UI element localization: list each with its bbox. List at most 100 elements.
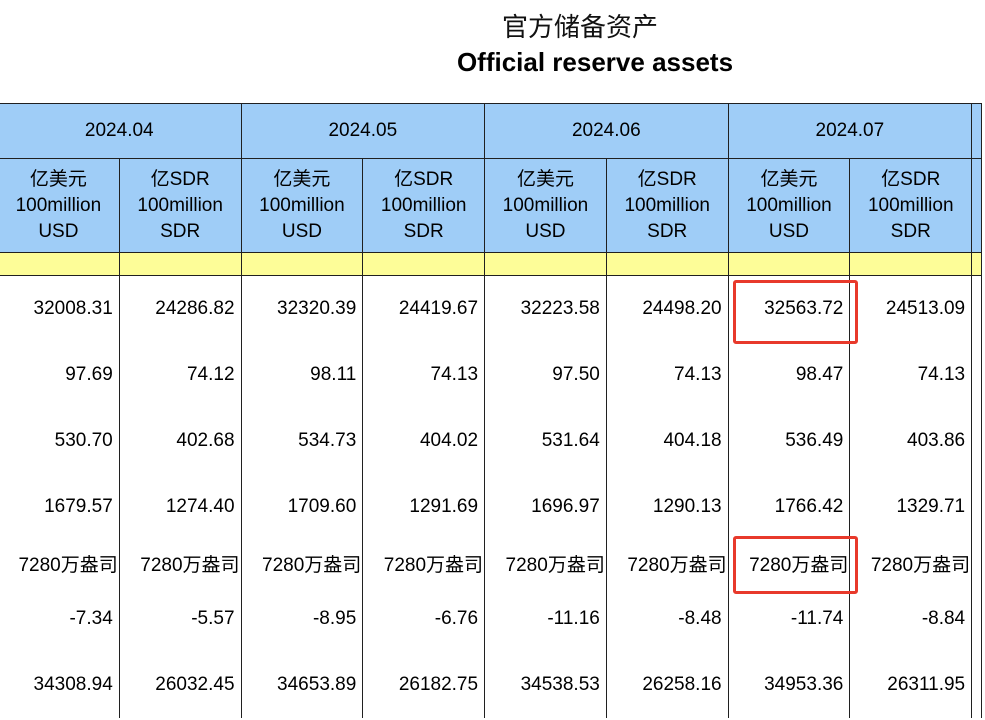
table-cell: 7280万盎司 xyxy=(240,540,364,586)
unit-code: USD xyxy=(525,220,566,242)
unit-en: 100million xyxy=(137,194,223,216)
unit-code: USD xyxy=(38,220,79,242)
table-cell: -11.74 xyxy=(727,586,851,652)
unit-en: 100million xyxy=(380,194,467,216)
table-cell: 531.64 xyxy=(484,408,607,474)
table-cell: 7280万盎司 xyxy=(849,540,973,586)
reserve-assets-table: 2024.04 2024.05 2024.06 2024.07 亿美元 100mi… xyxy=(0,103,982,718)
unit-zh: 亿SDR xyxy=(637,168,697,190)
unit-zh: 亿SDR xyxy=(394,168,454,190)
table-cell: -5.57 xyxy=(118,586,242,652)
table-cell: 26258.16 xyxy=(605,652,729,718)
table-cell: 74.12 xyxy=(118,342,242,408)
table-cell: 32008.31 xyxy=(0,275,120,342)
unit-header-sdr: 亿SDR 100million SDR xyxy=(849,158,973,253)
unit-header-sdr: 亿SDR 100million SDR xyxy=(118,158,242,253)
table-cell: 1709.60 xyxy=(240,474,364,540)
table-cell: 404.18 xyxy=(605,408,729,474)
table-cell: 24498.20 xyxy=(605,275,729,342)
table-cell: 32223.58 xyxy=(484,275,607,342)
table-cell: 7280万盎司 xyxy=(0,540,120,586)
unit-en: 100million xyxy=(15,194,102,216)
table-cell: -11.16 xyxy=(484,586,607,652)
unit-header-sdr: 亿SDR 100million SDR xyxy=(362,158,486,253)
unit-zh: 亿美元 xyxy=(516,168,574,190)
table-cell: -8.84 xyxy=(849,586,973,652)
table-cell: 7280万盎司 xyxy=(605,540,729,586)
table-cell: 1274.40 xyxy=(118,474,242,540)
table-cell: 98.11 xyxy=(240,342,364,408)
period-header: 2024.04 xyxy=(0,103,242,159)
page-title-en: Official reserve assets xyxy=(456,47,734,77)
table-cell: 7280万盎司 xyxy=(118,540,242,586)
table-cell: 24286.82 xyxy=(118,275,242,342)
table-cell: 34308.94 xyxy=(0,652,120,718)
table-cell: 534.73 xyxy=(240,408,364,474)
table-cell: 74.13 xyxy=(362,342,486,408)
unit-header-usd: 亿美元 100million USD xyxy=(0,158,120,253)
unit-code: SDR xyxy=(890,220,931,242)
table-cell: 1679.57 xyxy=(0,474,120,540)
table-cell: 1696.97 xyxy=(484,474,607,540)
period-header-overflow xyxy=(971,103,982,159)
table-cell: 26182.75 xyxy=(362,652,486,718)
period-header: 2024.05 xyxy=(240,103,486,159)
table-cell: 24419.67 xyxy=(362,275,486,342)
table-row: 34308.94 26032.45 34653.89 26182.75 3453… xyxy=(0,652,982,718)
stripe-row xyxy=(0,252,982,276)
unit-code: SDR xyxy=(403,220,444,242)
table-cell: 34538.53 xyxy=(484,652,607,718)
table-cell: 403.86 xyxy=(849,408,973,474)
table-cell: 7280万盎司 xyxy=(727,540,851,586)
unit-header-overflow xyxy=(971,158,982,253)
unit-en: 100million xyxy=(624,194,710,216)
table-cell: 26032.45 xyxy=(118,652,242,718)
table-cell: -7.34 xyxy=(0,586,120,652)
table-cell: 530.70 xyxy=(0,408,120,474)
unit-en: 100million xyxy=(867,194,954,216)
table-cell: 97.50 xyxy=(484,342,607,408)
table-cell: 24513.09 xyxy=(849,275,973,342)
unit-header-usd: 亿美元 100million USD xyxy=(727,158,851,253)
table-cell: 97.69 xyxy=(0,342,120,408)
table-row: 7280万盎司 7280万盎司 7280万盎司 7280万盎司 7280万盎司 … xyxy=(0,540,982,586)
unit-header-sdr: 亿SDR 100million SDR xyxy=(605,158,729,253)
unit-code: SDR xyxy=(160,220,201,242)
table-cell: 26311.95 xyxy=(849,652,973,718)
table-cell: 74.13 xyxy=(849,342,973,408)
table-cell: -8.48 xyxy=(605,586,729,652)
table-cell: 404.02 xyxy=(362,408,486,474)
table-cell: 402.68 xyxy=(118,408,242,474)
table-cell: 1766.42 xyxy=(727,474,851,540)
unit-en: 100million xyxy=(746,194,832,216)
unit-header-usd: 亿美元 100million USD xyxy=(240,158,364,253)
table-cell: 34953.36 xyxy=(727,652,851,718)
table-cell: -8.95 xyxy=(240,586,364,652)
unit-code: USD xyxy=(768,220,810,242)
period-header-row: 2024.04 2024.05 2024.06 2024.07 xyxy=(0,103,982,159)
unit-zh: 亿SDR xyxy=(881,168,941,190)
table-row: 32008.31 24286.82 32320.39 24419.67 3222… xyxy=(0,275,982,342)
table-cell: 7280万盎司 xyxy=(484,540,607,586)
table-cell: 74.13 xyxy=(605,342,729,408)
unit-zh: 亿美元 xyxy=(760,168,818,190)
table-row: 530.70 402.68 534.73 404.02 531.64 404.1… xyxy=(0,408,982,474)
unit-zh: 亿SDR xyxy=(150,168,210,190)
unit-code: SDR xyxy=(647,220,688,242)
unit-en: 100million xyxy=(502,194,589,216)
page-title-zh: 官方储备资产 xyxy=(501,13,658,43)
unit-header-usd: 亿美元 100million USD xyxy=(484,158,607,253)
table-cell: 32320.39 xyxy=(240,275,364,342)
table-cell: 1290.13 xyxy=(605,474,729,540)
table-cell: 32563.72 xyxy=(727,275,851,342)
table-cell: 7280万盎司 xyxy=(362,540,486,586)
period-header: 2024.07 xyxy=(727,103,973,159)
table-cell: 98.47 xyxy=(727,342,851,408)
table-cell: -6.76 xyxy=(362,586,486,652)
table-row: 1679.57 1274.40 1709.60 1291.69 1696.97 … xyxy=(0,474,982,540)
table-cell: 1291.69 xyxy=(362,474,486,540)
table-row: 97.69 74.12 98.11 74.13 97.50 74.13 98.4… xyxy=(0,342,982,408)
table-cell: 34653.89 xyxy=(240,652,364,718)
unit-en: 100million xyxy=(259,194,345,216)
table-row: -7.34 -5.57 -8.95 -6.76 -11.16 -8.48 -11… xyxy=(0,586,982,652)
